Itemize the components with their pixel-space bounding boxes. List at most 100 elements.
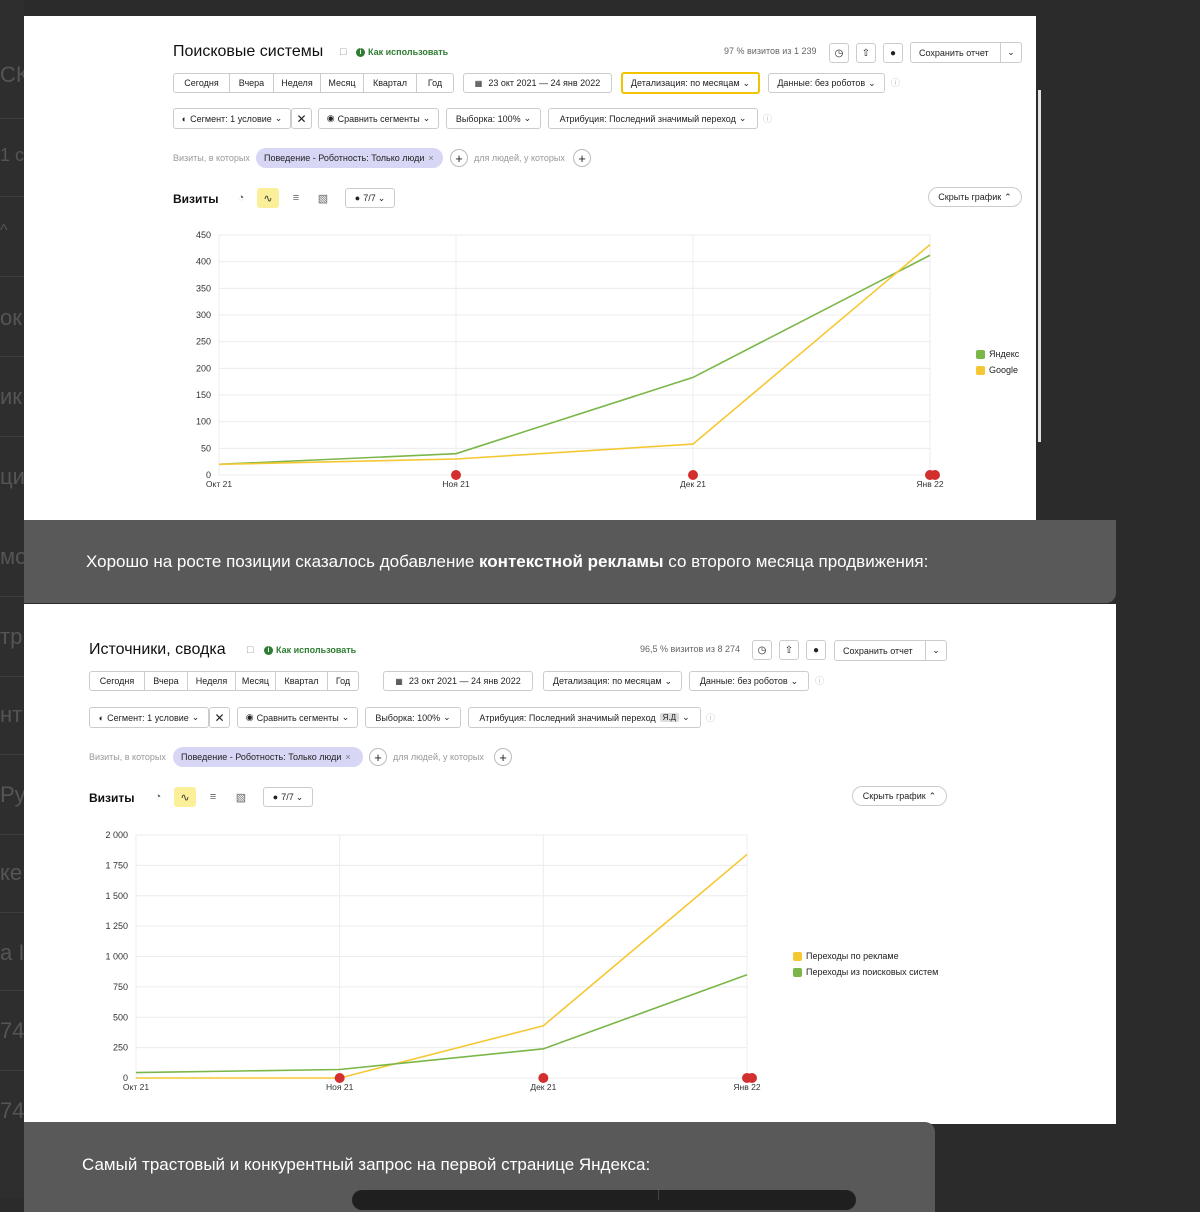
period-week[interactable]: Неделя bbox=[188, 672, 236, 690]
sync-icon[interactable]: ● bbox=[806, 640, 826, 660]
save-report-button[interactable]: Сохранить отчет ⌄ bbox=[834, 640, 947, 661]
pie-chart-icon[interactable]: ◔ bbox=[154, 791, 162, 803]
date-range-button[interactable]: ▦ 23 окт 2021 — 24 янв 2022 bbox=[383, 671, 533, 691]
bar-chart-icon[interactable]: ▧ bbox=[235, 791, 247, 804]
period-quarter[interactable]: Квартал bbox=[364, 74, 417, 92]
sync-icon[interactable]: ● bbox=[883, 43, 903, 63]
period-month[interactable]: Месяц bbox=[236, 672, 276, 690]
save-report-button[interactable]: Сохранить отчет ⌄ bbox=[910, 42, 1022, 63]
period-quarter[interactable]: Квартал bbox=[276, 672, 328, 690]
period-today[interactable]: Сегодня bbox=[90, 672, 145, 690]
compare-segments-dropdown[interactable]: ◉ Сравнить сегменты ⌄ bbox=[318, 108, 439, 129]
compare-label: Сравнить сегменты bbox=[337, 113, 420, 124]
detail-label: Детализация: по месяцам bbox=[552, 676, 662, 686]
legend-label: Переходы по рекламе bbox=[806, 951, 899, 961]
help-icon[interactable]: ⓘ bbox=[706, 713, 716, 723]
hide-chart-button[interactable]: Скрыть график ⌃ bbox=[928, 187, 1022, 207]
segment-dropdown[interactable]: ◐ Сегмент: 1 условие ⌄ bbox=[173, 108, 291, 129]
period-week[interactable]: Неделя bbox=[274, 74, 321, 92]
close-icon[interactable]: × bbox=[345, 752, 351, 762]
clock-icon[interactable]: ◷ bbox=[752, 640, 772, 660]
help-icon[interactable]: ⓘ bbox=[891, 78, 901, 88]
legend-label: Яндекс bbox=[989, 349, 1020, 359]
y-tick-label: 1 750 bbox=[105, 860, 128, 870]
x-tick-label: Окт 21 bbox=[123, 1082, 149, 1092]
scrollbar[interactable] bbox=[1038, 90, 1041, 442]
caption-2-text: Самый трастовый и конкурентный запрос на… bbox=[82, 1155, 651, 1174]
chart-1: 0 50 100 150 200 250 300 350 400 450 Окт 21 Ноя 21… bbox=[196, 230, 944, 489]
legend-item-yandex[interactable]: Яндекс bbox=[976, 349, 1019, 359]
close-icon: ✕ bbox=[296, 111, 307, 126]
caption-1-bold: контекстной рекламы bbox=[479, 551, 664, 571]
bg-divider bbox=[0, 196, 24, 197]
legend-label: Google bbox=[989, 365, 1019, 375]
add-condition-button[interactable]: + bbox=[450, 149, 468, 167]
close-icon[interactable]: × bbox=[428, 153, 434, 163]
hide-chart-button[interactable]: Скрыть график ⌃ bbox=[852, 786, 947, 806]
clock-icon[interactable]: ◷ bbox=[829, 43, 849, 63]
filter-chip[interactable]: Поведение - Роботность: Только люди × bbox=[173, 747, 363, 767]
compare-icon: ◉ bbox=[245, 712, 254, 722]
clear-segment-button[interactable]: ✕ bbox=[209, 707, 230, 728]
bg-divider bbox=[0, 912, 24, 913]
bg-fragment: ик bbox=[0, 384, 22, 409]
segment-label: Сегмент: 1 условие bbox=[107, 712, 189, 723]
sample-label: Выборка: 100% bbox=[375, 712, 441, 723]
series-counter-dropdown[interactable]: ● 7/7 ⌄ bbox=[263, 787, 313, 807]
chevron-down-icon: ⌄ bbox=[523, 113, 532, 123]
period-year[interactable]: Год bbox=[427, 78, 443, 88]
event-markers bbox=[334, 1073, 757, 1083]
legend-item-search[interactable]: Переходы из поисковых систем bbox=[793, 967, 938, 977]
caption-1-before: Хорошо на росте позиции сказалось добавл… bbox=[86, 551, 480, 571]
series-line bbox=[218, 254, 931, 466]
howto-link[interactable]: i Как использовать bbox=[264, 645, 356, 655]
line-chart-icon[interactable]: ∿ bbox=[174, 787, 196, 807]
sample-dropdown[interactable]: Выборка: 100% ⌄ bbox=[446, 108, 541, 129]
bg-divider bbox=[0, 436, 24, 437]
period-year[interactable]: Год bbox=[335, 676, 351, 686]
segment-dropdown[interactable]: ◐ Сегмент: 1 условие ⌄ bbox=[89, 707, 209, 728]
date-range-button[interactable]: ▦ 23 окт 2021 — 24 янв 2022 bbox=[463, 73, 612, 93]
period-today[interactable]: Сегодня bbox=[174, 74, 230, 92]
export-icon[interactable]: ⇧ bbox=[856, 43, 876, 63]
y-tick-label: 300 bbox=[196, 310, 211, 320]
bookmark-icon[interactable]: □ bbox=[340, 46, 347, 58]
line-chart-icon[interactable]: ∿ bbox=[257, 188, 279, 208]
bar-chart-icon[interactable]: ▧ bbox=[317, 192, 329, 205]
legend-item-ads[interactable]: Переходы по рекламе bbox=[793, 951, 938, 961]
area-chart-icon[interactable]: ≡ bbox=[292, 192, 300, 204]
chevron-down-icon[interactable]: ⌄ bbox=[925, 641, 946, 660]
clear-segment-button[interactable]: ✕ bbox=[291, 108, 312, 129]
filter-chip[interactable]: Поведение - Роботность: Только люди × bbox=[256, 148, 443, 168]
attribution-dropdown[interactable]: Атрибуция: Последний значимый переход Я.… bbox=[468, 707, 701, 728]
legend-item-google[interactable]: Google bbox=[976, 365, 1019, 375]
area-chart-icon[interactable]: ≡ bbox=[209, 791, 217, 803]
data-filter-dropdown[interactable]: Данные: без роботов ⌄ bbox=[768, 73, 885, 93]
data-filter-dropdown[interactable]: Данные: без роботов ⌄ bbox=[689, 671, 809, 691]
series-counter-dropdown[interactable]: ● 7/7 ⌄ bbox=[345, 188, 395, 208]
period-yesterday[interactable]: Вчера bbox=[145, 672, 188, 690]
compare-segments-dropdown[interactable]: ◉ Сравнить сегменты ⌄ bbox=[237, 707, 358, 728]
bookmark-icon[interactable]: □ bbox=[247, 644, 254, 656]
help-icon[interactable]: ⓘ bbox=[815, 676, 825, 686]
sample-dropdown[interactable]: Выборка: 100% ⌄ bbox=[365, 707, 461, 728]
pie-chart-icon[interactable]: ◔ bbox=[237, 192, 245, 204]
chevron-down-icon[interactable]: ⌄ bbox=[1000, 43, 1021, 62]
period-month[interactable]: Месяц bbox=[321, 74, 364, 92]
bg-divider bbox=[0, 356, 24, 357]
save-report-label: Сохранить отчет bbox=[843, 645, 913, 656]
period-yesterday[interactable]: Вчера bbox=[230, 74, 274, 92]
bg-divider bbox=[0, 276, 24, 277]
detail-dropdown[interactable]: Детализация: по месяцам ⌄ bbox=[621, 72, 760, 94]
add-condition-button[interactable]: + bbox=[369, 748, 387, 766]
add-people-condition-button[interactable]: + bbox=[494, 748, 512, 766]
detail-dropdown[interactable]: Детализация: по месяцам ⌄ bbox=[543, 671, 682, 691]
export-icon[interactable]: ⇧ bbox=[779, 640, 799, 660]
help-icon[interactable]: ⓘ bbox=[763, 114, 773, 124]
attribution-dropdown[interactable]: Атрибуция: Последний значимый переход ⌄ bbox=[548, 108, 758, 129]
howto-link[interactable]: i Как использовать bbox=[356, 47, 448, 57]
info-icon: i bbox=[264, 645, 273, 655]
attribution-label: Атрибуция: Последний значимый переход bbox=[479, 712, 656, 723]
chevron-down-icon: ⌄ bbox=[422, 113, 431, 123]
add-people-condition-button[interactable]: + bbox=[573, 149, 591, 167]
